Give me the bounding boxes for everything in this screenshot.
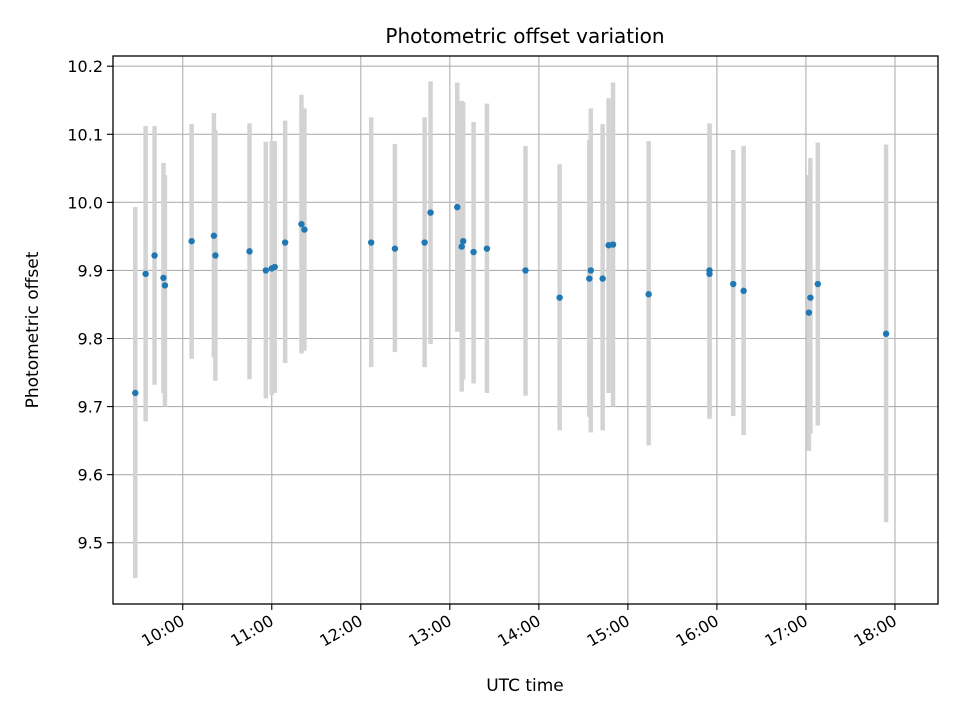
y-tick-label: 10.0 <box>67 193 103 212</box>
errorbars <box>133 81 889 579</box>
y-tick-label: 9.5 <box>78 534 103 553</box>
x-tick-label: 14:00 <box>494 611 543 651</box>
data-point <box>609 241 617 248</box>
data-point <box>586 275 593 282</box>
y-axis-label: Photometric offset <box>23 251 43 408</box>
data-point <box>459 237 467 245</box>
x-tick-label: 15:00 <box>583 611 632 651</box>
data-point <box>740 287 747 295</box>
data-point <box>805 309 813 316</box>
x-tick-label: 12:00 <box>316 611 365 651</box>
data-point <box>271 263 278 271</box>
data-point <box>212 252 219 259</box>
data-point <box>458 243 465 250</box>
y-tick-label: 9.9 <box>78 261 103 280</box>
data-point <box>454 203 461 211</box>
data-point <box>391 245 399 252</box>
data-points <box>132 203 890 397</box>
data-point <box>161 282 169 289</box>
data-point <box>281 239 289 246</box>
data-point <box>483 245 491 252</box>
x-tick-label: 11:00 <box>227 611 276 651</box>
data-point <box>730 280 737 288</box>
x-tick-label: 10:00 <box>138 611 187 651</box>
data-point <box>814 280 822 288</box>
y-tick-label: 10.1 <box>67 125 103 144</box>
data-point <box>556 294 563 301</box>
x-tick-label: 13:00 <box>405 611 454 651</box>
data-point <box>160 274 167 282</box>
data-point <box>188 237 195 245</box>
data-point <box>587 267 594 274</box>
y-tick-label: 9.8 <box>78 330 103 349</box>
x-axis: 10:00 11:00 12:00 13:00 14:00 15:00 16:00 17:00… <box>138 604 900 651</box>
data-point <box>151 252 158 259</box>
data-point <box>522 267 529 274</box>
data-point <box>882 330 890 337</box>
x-axis-label: UTC time <box>486 676 564 696</box>
x-tick-label: 18:00 <box>851 611 900 651</box>
data-point <box>470 248 477 256</box>
data-point <box>706 267 713 274</box>
data-point <box>210 232 218 239</box>
data-point <box>301 226 308 233</box>
data-point <box>142 270 149 278</box>
plot-frame <box>112 55 939 605</box>
y-axis: 9.5 9.6 9.7 9.8 9.9 10.0 10.1 10.2 <box>67 57 113 553</box>
chart-title: Photometric offset variation <box>385 24 664 48</box>
data-point <box>807 294 814 301</box>
data-point <box>246 248 253 255</box>
data-point <box>298 220 305 228</box>
data-point <box>367 239 375 246</box>
y-tick-label: 10.2 <box>67 57 103 76</box>
data-point <box>132 389 139 397</box>
x-tick-label: 16:00 <box>672 611 721 651</box>
y-tick-label: 9.7 <box>78 398 103 417</box>
x-tick-label: 17:00 <box>762 611 811 651</box>
data-point <box>262 267 270 274</box>
y-tick-label: 9.6 <box>78 466 103 485</box>
data-point <box>645 291 652 298</box>
data-point <box>599 275 606 282</box>
data-point <box>427 209 434 216</box>
data-point <box>421 239 428 246</box>
